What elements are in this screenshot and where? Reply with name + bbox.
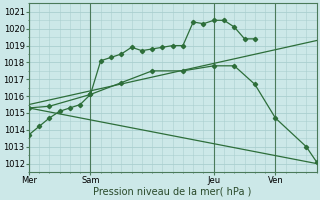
X-axis label: Pression niveau de la mer( hPa ): Pression niveau de la mer( hPa ) [93,187,252,197]
